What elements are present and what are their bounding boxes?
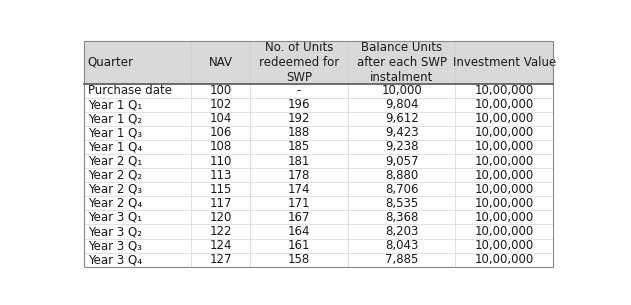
Text: 8,043: 8,043 — [385, 239, 418, 252]
Text: 10,00,000: 10,00,000 — [475, 239, 534, 252]
Text: 10,00,000: 10,00,000 — [475, 225, 534, 238]
Bar — [84, 253, 553, 267]
Text: 100: 100 — [209, 84, 232, 97]
Text: 117: 117 — [209, 197, 232, 210]
Bar — [84, 210, 553, 224]
Text: 8,535: 8,535 — [385, 197, 418, 210]
Text: 10,00,000: 10,00,000 — [475, 141, 534, 153]
Text: 185: 185 — [288, 141, 310, 153]
Text: 10,00,000: 10,00,000 — [475, 126, 534, 139]
Bar — [84, 84, 553, 98]
Text: 8,368: 8,368 — [385, 211, 418, 224]
Bar — [84, 196, 553, 210]
Text: Year 1 Q₄: Year 1 Q₄ — [88, 141, 142, 153]
Bar — [84, 154, 553, 168]
Text: 10,00,000: 10,00,000 — [475, 98, 534, 111]
Text: 10,00,000: 10,00,000 — [475, 211, 534, 224]
Text: -: - — [297, 84, 301, 97]
Text: 167: 167 — [288, 211, 310, 224]
Text: Investment Value: Investment Value — [452, 56, 556, 69]
Text: 122: 122 — [209, 225, 232, 238]
Text: 9,057: 9,057 — [385, 155, 418, 167]
Text: Balance Units
after each SWP
instalment: Balance Units after each SWP instalment — [357, 41, 447, 84]
Text: 10,00,000: 10,00,000 — [475, 169, 534, 182]
Text: 10,00,000: 10,00,000 — [475, 253, 534, 266]
Text: 102: 102 — [209, 98, 232, 111]
Text: 178: 178 — [288, 169, 310, 182]
Text: Year 3 Q₁: Year 3 Q₁ — [88, 211, 142, 224]
Text: 108: 108 — [209, 141, 232, 153]
Text: 8,706: 8,706 — [385, 183, 418, 196]
Text: Purchase date: Purchase date — [88, 84, 172, 97]
Text: 174: 174 — [288, 183, 310, 196]
Text: 8,203: 8,203 — [385, 225, 418, 238]
Bar — [84, 224, 553, 239]
Bar — [84, 112, 553, 126]
Text: Year 1 Q₁: Year 1 Q₁ — [88, 98, 142, 111]
Text: 181: 181 — [288, 155, 310, 167]
Bar — [84, 168, 553, 182]
Text: 196: 196 — [288, 98, 310, 111]
Text: Year 3 Q₃: Year 3 Q₃ — [88, 239, 142, 252]
Bar — [84, 239, 553, 253]
Text: 104: 104 — [209, 112, 232, 125]
Text: 120: 120 — [209, 211, 232, 224]
Text: 10,00,000: 10,00,000 — [475, 197, 534, 210]
Text: Year 1 Q₂: Year 1 Q₂ — [88, 112, 142, 125]
Text: Year 3 Q₄: Year 3 Q₄ — [88, 253, 142, 266]
Text: NAV: NAV — [209, 56, 233, 69]
Text: Year 2 Q₁: Year 2 Q₁ — [88, 155, 142, 167]
Text: Year 3 Q₂: Year 3 Q₂ — [88, 225, 142, 238]
Text: 10,00,000: 10,00,000 — [475, 183, 534, 196]
Text: 10,00,000: 10,00,000 — [475, 155, 534, 167]
Bar — [84, 41, 553, 84]
Text: 110: 110 — [209, 155, 232, 167]
Text: 9,238: 9,238 — [385, 141, 418, 153]
Text: 124: 124 — [209, 239, 232, 252]
Text: 10,000: 10,000 — [381, 84, 422, 97]
Bar — [84, 140, 553, 154]
Text: No. of Units
redeemed for
SWP: No. of Units redeemed for SWP — [259, 41, 339, 84]
Text: Year 2 Q₂: Year 2 Q₂ — [88, 169, 142, 182]
Text: 8,880: 8,880 — [385, 169, 418, 182]
Text: 171: 171 — [288, 197, 310, 210]
Text: 158: 158 — [288, 253, 310, 266]
Text: 106: 106 — [209, 126, 232, 139]
Bar — [84, 98, 553, 112]
Text: 9,612: 9,612 — [385, 112, 418, 125]
Bar — [84, 182, 553, 196]
Text: 10,00,000: 10,00,000 — [475, 84, 534, 97]
Text: Year 1 Q₃: Year 1 Q₃ — [88, 126, 142, 139]
Text: 9,804: 9,804 — [385, 98, 418, 111]
Text: 10,00,000: 10,00,000 — [475, 112, 534, 125]
Text: 9,423: 9,423 — [385, 126, 418, 139]
Text: Year 2 Q₄: Year 2 Q₄ — [88, 197, 142, 210]
Text: 113: 113 — [209, 169, 232, 182]
Bar — [84, 126, 553, 140]
Text: 115: 115 — [209, 183, 232, 196]
Text: Quarter: Quarter — [88, 56, 134, 69]
Text: 188: 188 — [288, 126, 310, 139]
Text: 161: 161 — [288, 239, 310, 252]
Text: Year 2 Q₃: Year 2 Q₃ — [88, 183, 142, 196]
Text: 127: 127 — [209, 253, 232, 266]
Text: 192: 192 — [288, 112, 310, 125]
Text: 7,885: 7,885 — [385, 253, 418, 266]
Text: 164: 164 — [288, 225, 310, 238]
